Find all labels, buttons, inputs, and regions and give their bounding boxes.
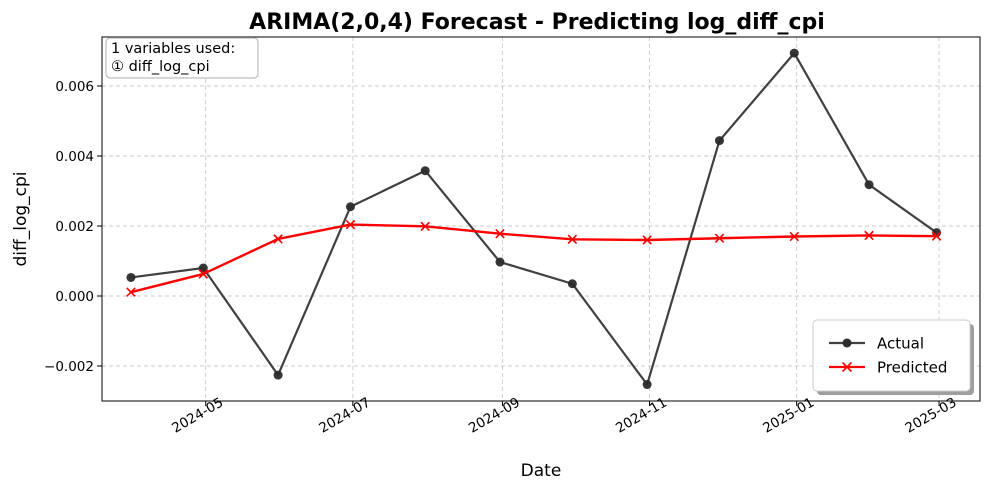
chart-title: ARIMA(2,0,4) Forecast - Predicting log_d… (249, 10, 825, 35)
series-layer (126, 48, 942, 390)
actual-point (567, 279, 577, 289)
predicted-point (642, 235, 652, 245)
predicted-point (931, 231, 942, 241)
variables-note-line-2: ① diff_log_cpi (111, 59, 210, 75)
actual-point (126, 272, 136, 282)
variables-note: 1 variables used: ① diff_log_cpi (105, 37, 259, 79)
actual-line (130, 51, 938, 386)
actual-point (198, 263, 208, 273)
x-axis-label: Date (521, 461, 562, 481)
actual-point (789, 48, 799, 58)
y-tick-label: 0.006 (55, 79, 94, 95)
predicted-point (495, 228, 505, 239)
y-tick-label: −0.002 (44, 359, 94, 375)
predicted-point (273, 234, 283, 244)
variables-note-line-1: 1 variables used: (111, 41, 235, 57)
predicted-point (864, 230, 874, 241)
actual-point (420, 166, 430, 176)
actual-point (273, 370, 283, 380)
legend: Actual Predicted (812, 319, 974, 395)
y-axis-label: diff_log_cpi (11, 171, 31, 266)
variables-note-box (105, 37, 259, 79)
actual-point (495, 257, 505, 267)
predicted-point (789, 231, 800, 242)
legend-actual-marker (842, 338, 852, 348)
legend-predicted-marker (841, 361, 853, 373)
predicted-point (198, 269, 209, 279)
legend-box (812, 319, 971, 392)
actual-point (642, 380, 652, 390)
y-tick-label: 0.004 (55, 149, 94, 165)
plot-frame (101, 36, 981, 402)
predicted-point (420, 221, 430, 232)
y-tick-label: 0.002 (55, 219, 94, 235)
predicted-point (714, 233, 725, 244)
legend-actual-label: Actual (877, 335, 924, 353)
predicted-point (126, 287, 136, 297)
actual-point (714, 136, 724, 146)
predicted-point (345, 219, 356, 230)
legend-predicted-label: Predicted (877, 359, 947, 377)
y-tick-label: 0.000 (55, 289, 94, 305)
predicted-line (130, 223, 937, 294)
actual-point (345, 202, 355, 212)
predicted-point (567, 234, 578, 245)
y-axis: −0.002 0.000 0.002 0.004 0.006 (44, 79, 102, 375)
actual-point (864, 180, 874, 190)
